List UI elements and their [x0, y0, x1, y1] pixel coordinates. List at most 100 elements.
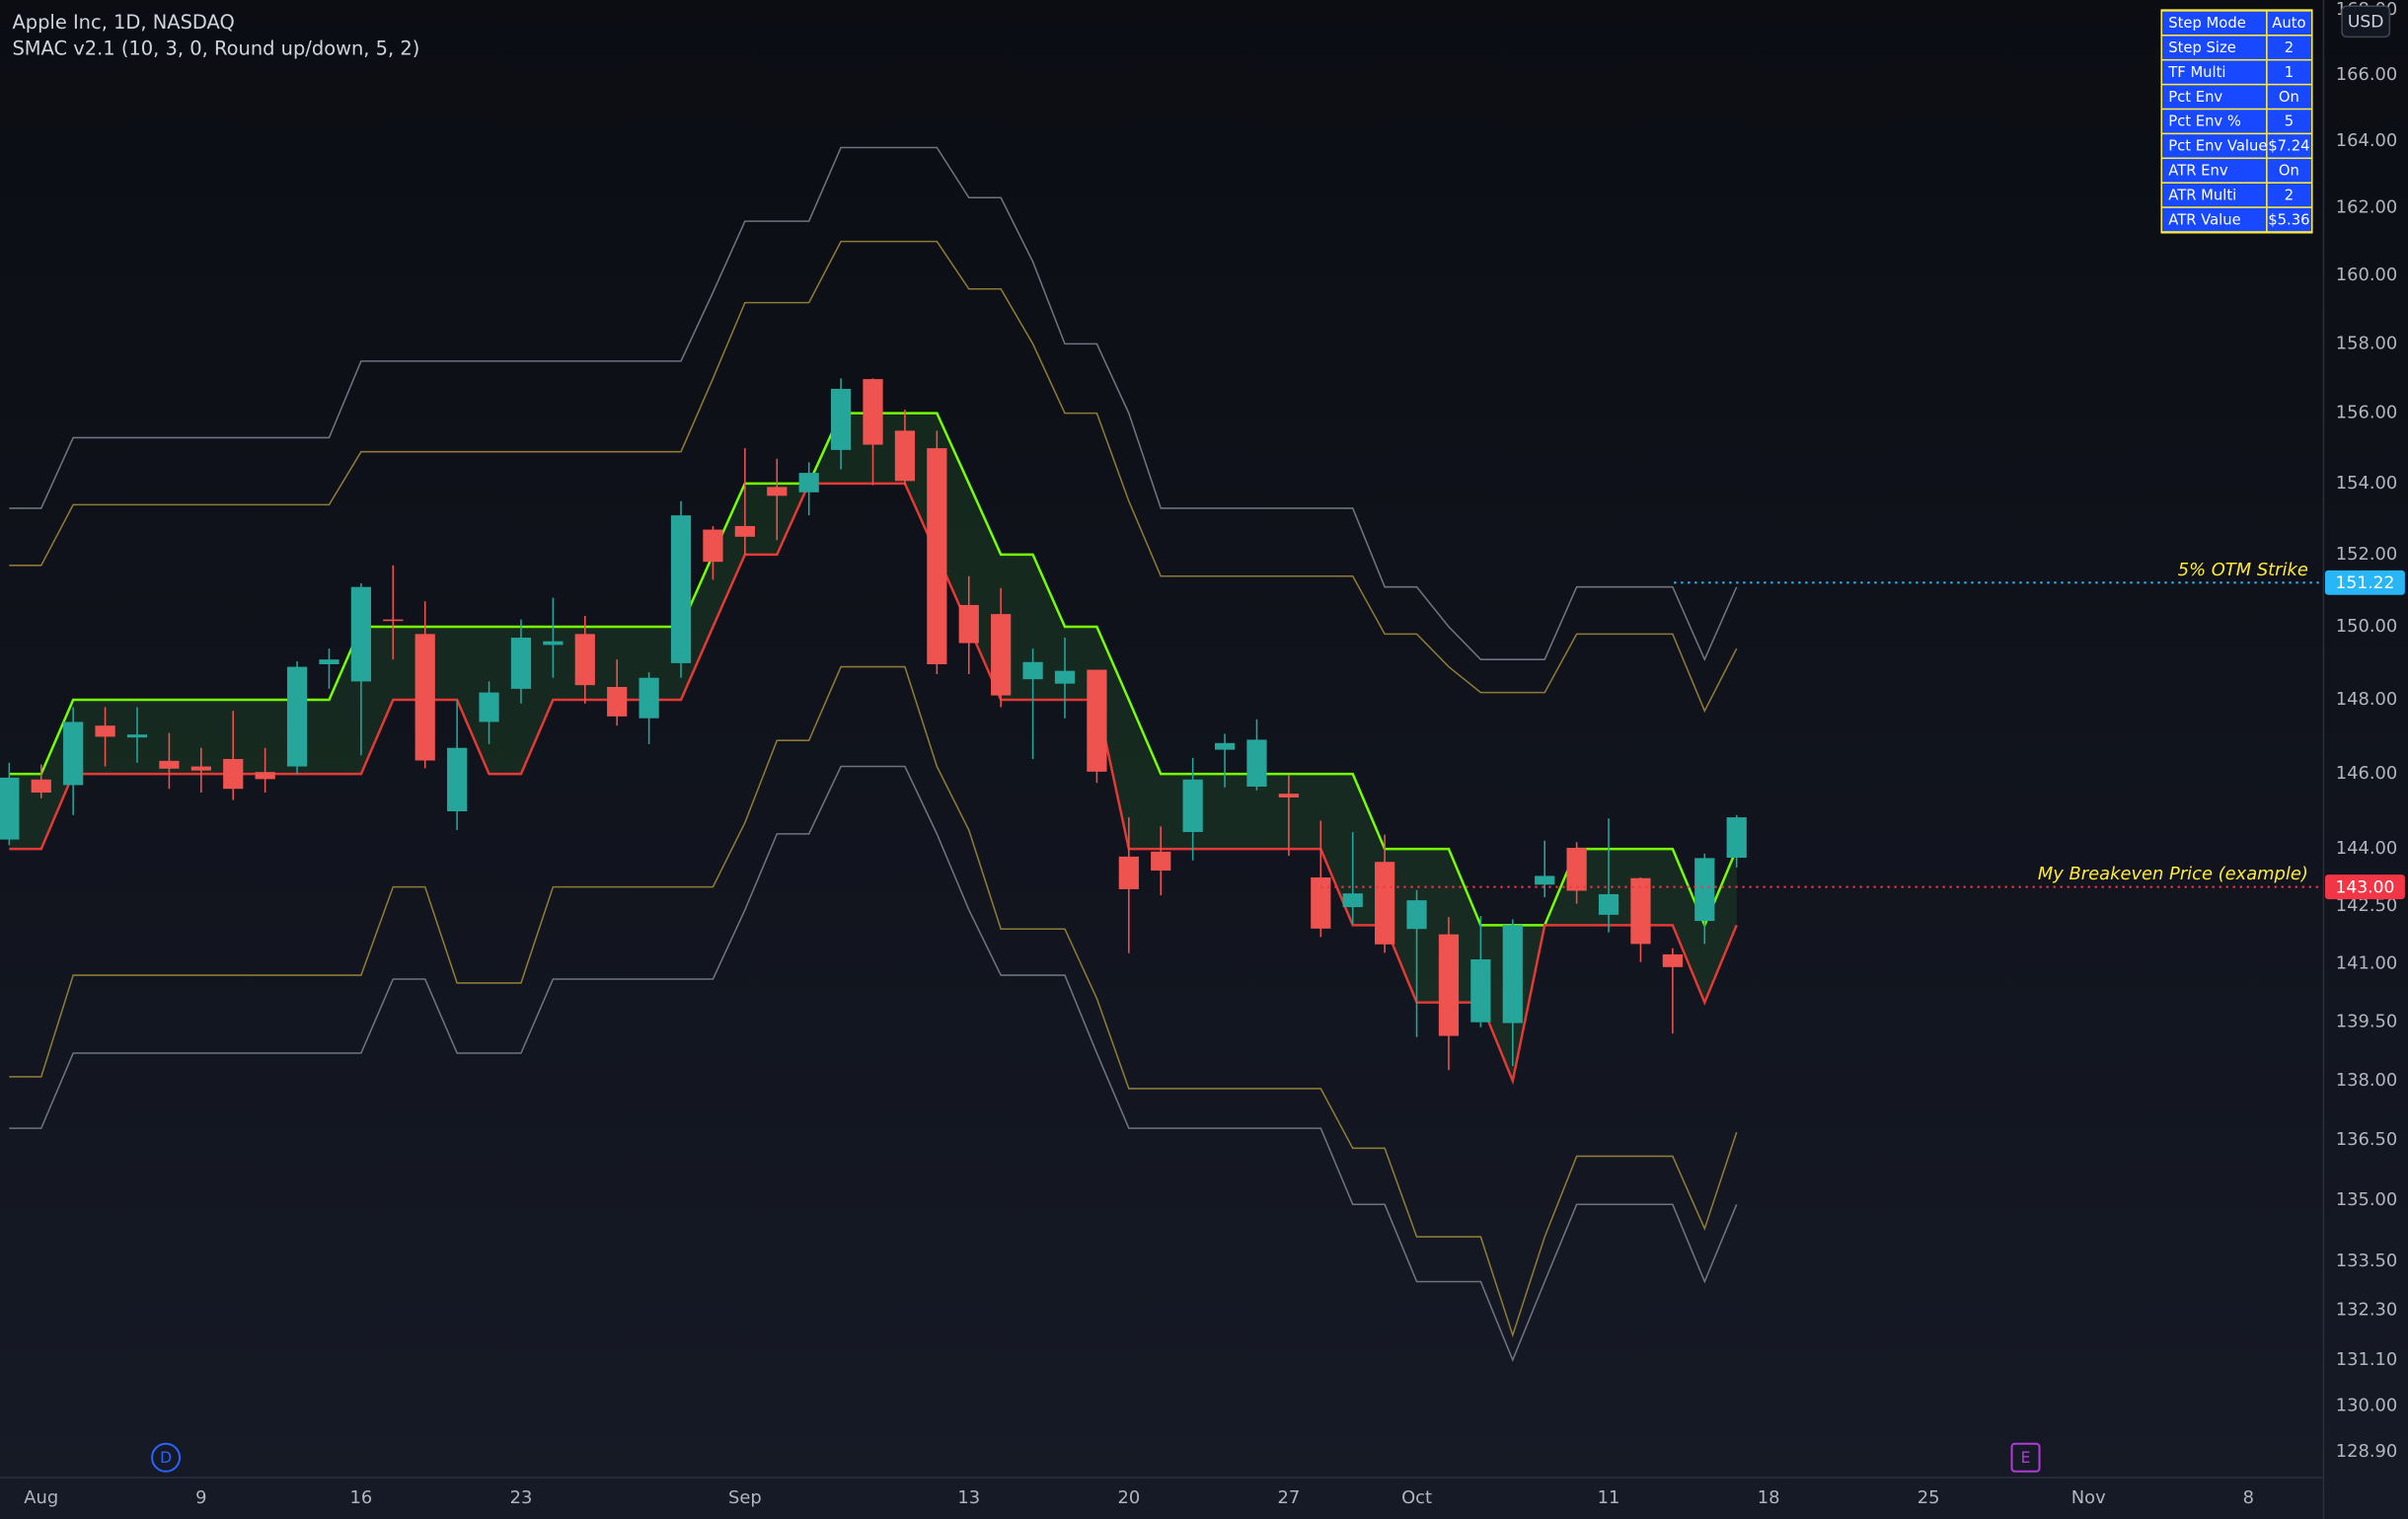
candle-body: [1278, 794, 1300, 797]
currency-box[interactable]: [2341, 5, 2391, 38]
earnings-marker[interactable]: [2010, 1442, 2041, 1473]
table-cell: [2267, 207, 2311, 232]
table-value: $5.36: [2268, 211, 2309, 228]
candle-body: [1246, 739, 1267, 787]
table-cell: [2267, 110, 2311, 133]
y-tick-label: 133.50: [2336, 1251, 2398, 1271]
candle-body: [798, 473, 819, 493]
indicator-line: [9, 665, 1738, 1338]
indicator-line: [9, 146, 1738, 662]
candle-body: [319, 659, 339, 665]
candle-body: [1022, 661, 1043, 680]
y-tick-label: 131.10: [2336, 1349, 2398, 1370]
dividend-marker[interactable]: [151, 1442, 182, 1473]
axes: 168.00166.00164.00162.00160.00158.00156.…: [24, 0, 2405, 1508]
candle-body: [1566, 848, 1587, 891]
candle-body: [510, 638, 532, 689]
y-tick-label: 150.00: [2336, 616, 2398, 637]
table-label: Pct Env Value: [2168, 138, 2267, 155]
x-tick-label: 11: [1598, 1487, 1620, 1508]
y-tick-label: 166.00: [2336, 64, 2398, 85]
table-label: TF Multi: [2167, 64, 2225, 81]
table-value: Auto: [2272, 15, 2305, 32]
y-tick-label: 144.00: [2336, 838, 2398, 859]
candle-body: [1054, 670, 1076, 684]
price-tag: [2324, 570, 2405, 595]
earnings-marker-label[interactable]: E: [2021, 1449, 2031, 1467]
candle-body: [991, 614, 1012, 696]
dividend-marker-label[interactable]: D: [160, 1449, 172, 1467]
candle-body: [830, 388, 852, 450]
table-cell: [2267, 36, 2311, 59]
candle-body: [190, 766, 211, 771]
table-cell: [2162, 85, 2267, 109]
table-label: Pct Env: [2168, 89, 2222, 106]
indicator-subtitle: SMAC v2.1 (10, 3, 0, Round up/down, 5, 2…: [12, 37, 419, 59]
x-tick-label: 18: [1758, 1487, 1780, 1508]
candle-body: [1214, 742, 1236, 750]
candle-body: [927, 448, 947, 665]
y-tick-label: 130.00: [2336, 1395, 2398, 1415]
candle-body: [894, 430, 916, 482]
table-cell: [2162, 183, 2267, 207]
currency-label[interactable]: USD: [2348, 13, 2384, 33]
table-cell: [2267, 11, 2311, 36]
table-label: ATR Value: [2168, 211, 2240, 228]
indicator-line: [9, 240, 1738, 714]
candle-body: [703, 529, 723, 563]
candle-body: [1406, 900, 1427, 930]
table-cell: [2267, 134, 2311, 158]
x-tick-label: 9: [195, 1487, 206, 1508]
candle-body: [543, 641, 564, 646]
x-tick-label: 23: [510, 1487, 533, 1508]
candle-body: [31, 779, 51, 794]
y-tick-label: 146.00: [2336, 763, 2398, 784]
annotation-label: My Breakeven Price (example): [2038, 864, 2308, 884]
y-tick-label: 164.00: [2336, 130, 2398, 151]
plot-area: 5% OTM Strike My Breakeven Price (example…: [0, 146, 2324, 1362]
candle-body: [670, 515, 692, 663]
table-cell: [2162, 159, 2267, 183]
candle-body: [863, 379, 883, 445]
price-tag-label: 151.22: [2335, 573, 2394, 593]
candle-body: [1182, 779, 1203, 832]
candle-body: [1726, 817, 1747, 858]
table-label: ATR Multi: [2168, 187, 2236, 203]
table-value: 5: [2285, 114, 2294, 130]
x-tick-label: Aug: [24, 1487, 58, 1508]
candle-body: [767, 487, 788, 496]
candle-body: [639, 677, 659, 719]
candle-body: [414, 634, 435, 761]
y-tick-label: 152.00: [2336, 544, 2398, 565]
price-tag: [2324, 874, 2405, 900]
candle-body: [95, 725, 115, 737]
table-value: 2: [2285, 187, 2294, 203]
table-cell: [2162, 60, 2267, 84]
table-label: ATR Env: [2168, 163, 2228, 180]
candle-body: [1311, 876, 1331, 929]
y-tick-label: 136.50: [2336, 1129, 2398, 1150]
chart-title: Apple Inc, 1D, NASDAQ: [12, 11, 234, 34]
y-tick-label: 141.00: [2336, 952, 2398, 973]
y-tick-label: 142.50: [2336, 895, 2398, 916]
y-tick-label: 135.00: [2336, 1189, 2398, 1210]
x-tick-label: 27: [1278, 1487, 1301, 1508]
table-cell: [2267, 60, 2311, 84]
y-tick-label: 128.90: [2336, 1441, 2398, 1462]
y-tick-label: 156.00: [2336, 403, 2398, 423]
x-tick-label: 8: [2243, 1487, 2254, 1508]
indicator-line: [9, 765, 1738, 1362]
y-tick-label: 132.30: [2336, 1300, 2398, 1321]
candle-body: [1694, 858, 1715, 922]
x-tick-label: 13: [957, 1487, 980, 1508]
settings-table: Step Mode Auto Step Size 2 TF Multi 1 Pct Env O…: [2160, 9, 2313, 234]
x-tick-label: 16: [350, 1487, 373, 1508]
table-cell: [2162, 36, 2267, 59]
table-value: $7.24: [2268, 138, 2309, 155]
x-tick-label: 20: [1117, 1487, 1140, 1508]
y-tick-label: 160.00: [2336, 265, 2398, 285]
table-cell: [2267, 183, 2311, 207]
y-tick-label: 154.00: [2336, 473, 2398, 494]
